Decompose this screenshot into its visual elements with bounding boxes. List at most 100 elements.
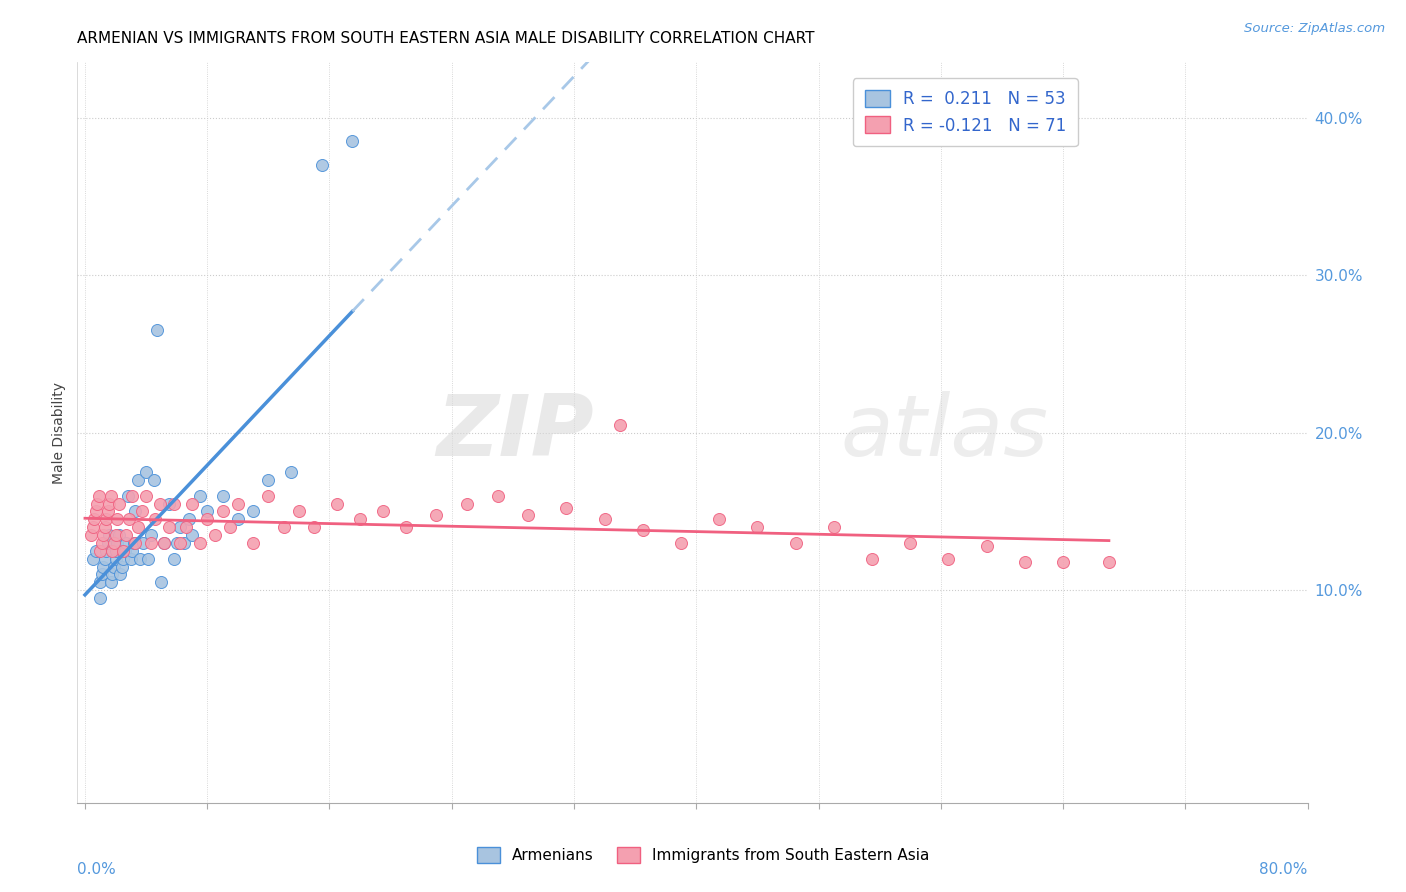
Point: [100, 575, 122, 590]
Point: [124, 536, 146, 550]
Point: [555, 501, 578, 516]
Point: [124, 504, 146, 518]
Point: [100, 489, 122, 503]
Point: [132, 536, 155, 550]
Point: [94, 551, 117, 566]
Point: [1052, 555, 1074, 569]
Point: [188, 489, 211, 503]
Point: [90, 536, 112, 550]
Point: [302, 520, 325, 534]
Point: [211, 504, 233, 518]
Point: [181, 528, 204, 542]
Point: [173, 536, 195, 550]
Point: [118, 512, 141, 526]
Point: [860, 551, 883, 566]
Text: atlas: atlas: [841, 391, 1047, 475]
Point: [425, 508, 447, 522]
Point: [785, 536, 807, 550]
Point: [82, 551, 104, 566]
Point: [86, 496, 108, 510]
Point: [631, 523, 654, 537]
Point: [593, 512, 616, 526]
Point: [105, 536, 128, 550]
Point: [97, 536, 120, 550]
Point: [142, 473, 165, 487]
Point: [609, 417, 631, 432]
Point: [486, 489, 509, 503]
Point: [153, 536, 176, 550]
Point: [257, 473, 280, 487]
Point: [257, 489, 280, 503]
Point: [103, 536, 125, 550]
Point: [517, 508, 540, 522]
Point: [1098, 555, 1121, 569]
Point: [122, 536, 145, 550]
Point: [104, 528, 127, 542]
Point: [96, 512, 118, 526]
Point: [166, 536, 188, 550]
Point: [226, 496, 249, 510]
Point: [94, 520, 117, 534]
Point: [83, 512, 105, 526]
Point: [169, 520, 191, 534]
Point: [82, 520, 104, 534]
Point: [103, 559, 125, 574]
Point: [273, 520, 295, 534]
Point: [98, 528, 121, 542]
Legend: Armenians, Immigrants from South Eastern Asia: Armenians, Immigrants from South Eastern…: [470, 839, 936, 871]
Point: [149, 496, 172, 510]
Text: ZIP: ZIP: [436, 391, 595, 475]
Point: [101, 567, 124, 582]
Point: [747, 520, 769, 534]
Point: [136, 551, 159, 566]
Point: [280, 465, 302, 479]
Text: ARMENIAN VS IMMIGRANTS FROM SOUTH EASTERN ASIA MALE DISABILITY CORRELATION CHART: ARMENIAN VS IMMIGRANTS FROM SOUTH EASTER…: [77, 31, 815, 46]
Point: [80, 528, 103, 542]
Point: [107, 528, 129, 542]
Point: [89, 575, 111, 590]
Point: [89, 591, 111, 605]
Text: 0.0%: 0.0%: [77, 862, 117, 877]
Point: [395, 520, 418, 534]
Point: [129, 551, 152, 566]
Point: [162, 551, 184, 566]
Point: [898, 536, 921, 550]
Point: [135, 465, 157, 479]
Point: [157, 496, 180, 510]
Point: [91, 559, 114, 574]
Point: [87, 489, 110, 503]
Point: [107, 496, 129, 510]
Point: [219, 520, 242, 534]
Point: [976, 539, 998, 553]
Point: [1014, 555, 1036, 569]
Point: [139, 528, 162, 542]
Point: [131, 504, 153, 518]
Point: [188, 536, 211, 550]
Point: [143, 512, 166, 526]
Point: [204, 528, 226, 542]
Point: [96, 543, 118, 558]
Point: [242, 504, 264, 518]
Point: [84, 504, 107, 518]
Point: [709, 512, 731, 526]
Point: [195, 512, 218, 526]
Point: [162, 496, 184, 510]
Point: [121, 543, 143, 558]
Point: [108, 567, 131, 582]
Y-axis label: Male Disability: Male Disability: [52, 382, 66, 483]
Point: [288, 504, 311, 518]
Point: [115, 528, 138, 542]
Point: [242, 536, 264, 550]
Point: [456, 496, 478, 510]
Point: [104, 551, 127, 566]
Point: [120, 551, 142, 566]
Point: [121, 489, 143, 503]
Point: [112, 543, 135, 558]
Point: [169, 536, 191, 550]
Point: [84, 543, 107, 558]
Point: [195, 504, 218, 518]
Point: [326, 496, 349, 510]
Point: [111, 559, 134, 574]
Point: [117, 489, 139, 503]
Point: [115, 536, 138, 550]
